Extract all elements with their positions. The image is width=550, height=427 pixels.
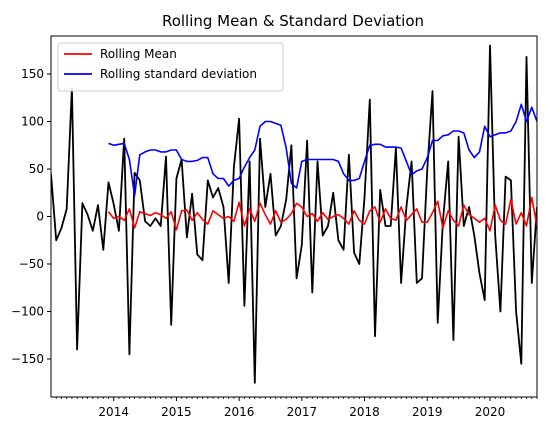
legend-label-rolling_mean: Rolling Mean — [100, 47, 177, 61]
series-line-original — [51, 44, 537, 384]
x-tick-label-2019: 2019 — [412, 405, 443, 419]
y-tick-label: −50 — [19, 257, 44, 271]
y-tick-label: −100 — [11, 305, 44, 319]
series-line-rolling_mean — [107, 196, 537, 232]
y-tick-label: 150 — [21, 67, 44, 81]
legend-label-rolling_std: Rolling standard deviation — [100, 67, 257, 81]
x-tick-label-2014: 2014 — [98, 405, 129, 419]
x-tick-label-2016: 2016 — [224, 405, 255, 419]
x-tick-label-2018: 2018 — [349, 405, 380, 419]
chart-title: Rolling Mean & Standard Deviation — [162, 12, 424, 30]
series-line-rolling_std — [108, 103, 537, 197]
y-tick-label: 100 — [21, 115, 44, 129]
axes: 2014 2015 2016 2017 2018 2019 2020 −150 −100 −50 0… — [11, 35, 538, 419]
x-tick-label-2015: 2015 — [161, 405, 192, 419]
plot-area — [51, 44, 537, 384]
legend-box — [57, 42, 284, 92]
y-tick-label: 0 — [36, 210, 44, 224]
y-tick-label: −150 — [11, 352, 44, 366]
y-tick-label: 50 — [29, 162, 44, 176]
x-tick-label-2020: 2020 — [475, 405, 506, 419]
legend: Rolling Mean Rolling standard deviation — [57, 42, 284, 92]
x-tick-label-2017: 2017 — [287, 405, 318, 419]
